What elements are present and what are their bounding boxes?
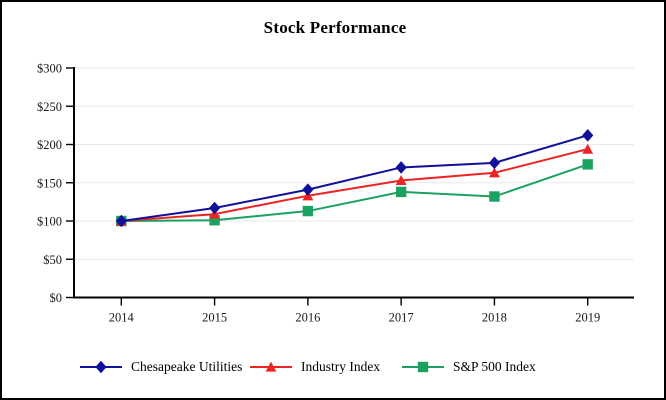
marker-triangle	[265, 361, 277, 372]
y-tick-label: $300	[37, 62, 62, 76]
marker-triangle	[395, 175, 407, 186]
marker-square	[489, 191, 500, 202]
y-tick-label: $0	[50, 291, 63, 305]
marker-diamond	[208, 201, 221, 215]
marker-square	[302, 205, 314, 217]
legend: Chesapeake Utilities Industry Index S&P …	[2, 355, 664, 379]
series-line-chesapeake-utilities	[121, 134, 588, 222]
marker-square	[417, 361, 429, 373]
legend-marker-square	[402, 361, 444, 373]
marker-triangle	[582, 143, 594, 154]
marker-square	[209, 215, 220, 226]
marker-square	[582, 159, 593, 170]
x-tick-label: 2015	[202, 311, 227, 325]
chart-title: Stock Performance	[263, 18, 407, 37]
legend-marker-triangle	[250, 361, 292, 372]
y-tick-label: $50	[43, 253, 62, 267]
x-tick-label: 2017	[389, 311, 414, 325]
legend-label: Industry Index	[301, 359, 381, 374]
y-tick-label: $250	[37, 100, 62, 114]
marker-diamond	[488, 156, 501, 170]
x-tick-label: 2014	[109, 311, 135, 325]
marker-diamond	[95, 360, 107, 374]
marker-diamond	[582, 129, 594, 142]
y-tick-label: $150	[37, 176, 62, 190]
marker-diamond	[115, 214, 127, 228]
x-tick-label: 2019	[575, 311, 600, 325]
marker-triangle	[489, 167, 500, 178]
marker-diamond	[395, 161, 407, 174]
legend-marker-diamond	[80, 360, 122, 374]
y-tick-label: $200	[37, 138, 62, 152]
legend-item-sp500-index: S&P 500 Index	[402, 355, 536, 379]
x-tick-label: 2018	[482, 311, 507, 325]
marker-diamond	[302, 183, 314, 196]
series-line-industry-index	[121, 148, 588, 222]
marker-square	[395, 186, 407, 198]
legend-item-chesapeake-utilities: Chesapeake Utilities	[80, 355, 242, 379]
legend-item-industry-index: Industry Index	[250, 355, 380, 379]
legend-label: S&P 500 Index	[453, 359, 536, 374]
series-line-s-p-500-index	[121, 163, 589, 222]
y-tick-label: $100	[37, 215, 62, 229]
x-tick-label: 2016	[295, 311, 320, 325]
legend-label: Chesapeake Utilities	[131, 359, 243, 374]
